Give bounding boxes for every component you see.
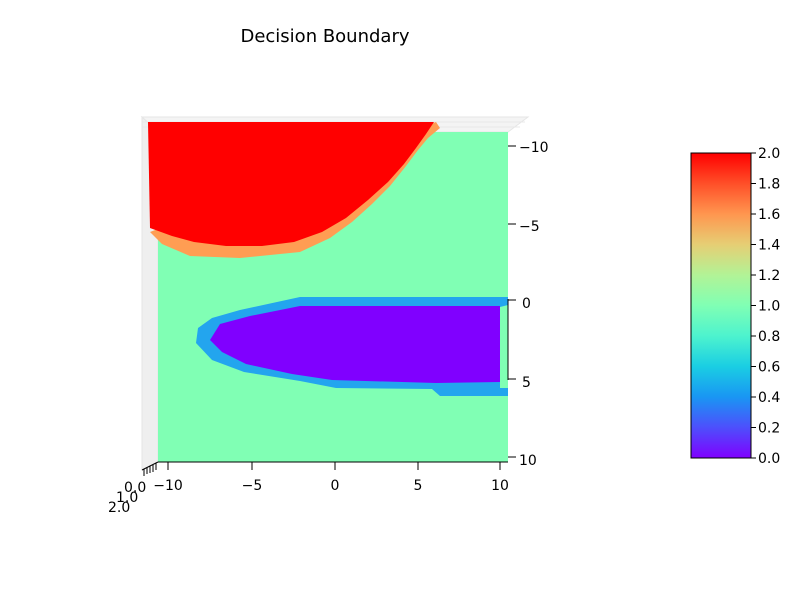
colorbar-tick-label: 1.4: [758, 238, 780, 254]
x-tick-label: 0: [331, 478, 340, 494]
colorbar-tick-label: 2.0: [758, 146, 780, 162]
colorbar-tick-label: 0.8: [758, 329, 780, 345]
colorbar-gradient: [690, 152, 752, 459]
x-tick-label: −10: [153, 478, 183, 494]
x-tick-label: −5: [242, 478, 263, 494]
y-tick-label: 5: [522, 375, 531, 391]
colorbar-tick-label: 0.4: [758, 390, 780, 406]
colorbar-tick-label: 0.6: [758, 360, 780, 376]
y-tick-label: −10: [519, 140, 549, 156]
z-axis: 2.0 1.0 0.0: [108, 461, 159, 516]
colorbar-tick-label: 1.6: [758, 207, 780, 223]
y-tick-label: 0: [522, 296, 531, 312]
z-tick-label: 0.0: [124, 480, 146, 496]
chart-title: Decision Boundary: [240, 26, 409, 47]
colorbar-tick-label: 1.0: [758, 299, 780, 315]
colorbar-tick-label: 0.0: [758, 451, 780, 467]
region-class-0: [210, 306, 500, 383]
y-tick-label: −5: [519, 219, 540, 235]
x-tick-label: 10: [491, 478, 509, 494]
x-tick-label: 5: [414, 478, 423, 494]
colorbar: 0.0 0.2 0.4 0.6 0.8 1.0 1.2 1.4 1.6 1.8 2.0: [690, 146, 780, 467]
x-axis: −10 −5 0 5 10: [153, 461, 509, 494]
region-class-2: [148, 122, 434, 246]
colorbar-tick-label: 0.2: [758, 421, 780, 437]
y-tick-label: 10: [519, 453, 537, 469]
z-tick-label: 1.0: [116, 490, 138, 506]
z-tick-label: 2.0: [108, 500, 130, 516]
y-axis: −10 −5 0 5 10: [508, 140, 549, 469]
colorbar-tick-label: 1.2: [758, 268, 780, 284]
colorbar-tick-label: 1.8: [758, 177, 780, 193]
surface-plot: [148, 122, 509, 462]
